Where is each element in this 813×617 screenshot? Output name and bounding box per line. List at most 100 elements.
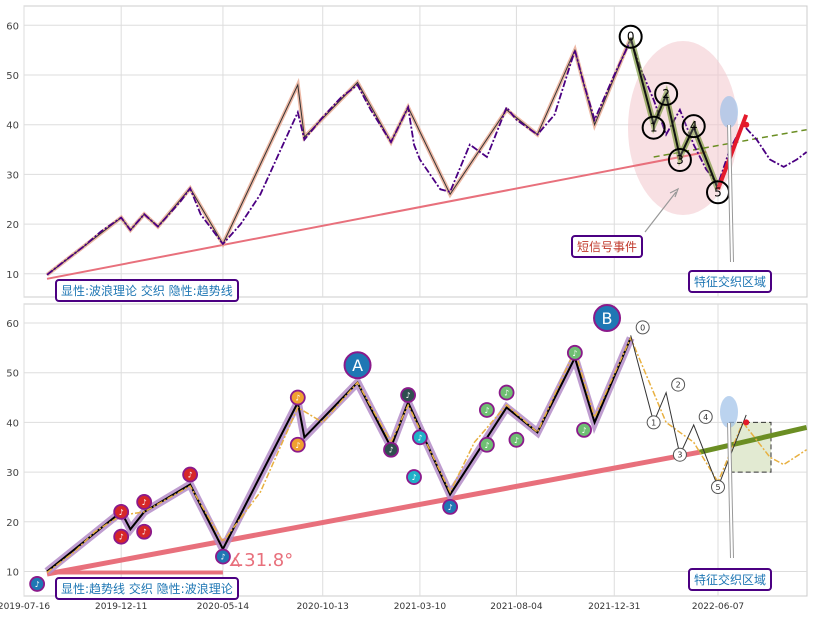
bottom-legend-box: 显性:趋势线 交织 隐性:波浪理论 [55,577,239,600]
bottom-green-trend [699,424,808,455]
big-marker-label-a: A [352,356,363,375]
bottom-plot-frame [23,303,808,597]
top-wave-point-marker [654,81,679,106]
big-marker-a [343,351,372,380]
bottom-pivot-marker [406,469,422,485]
bottom-pivot-marker [113,528,130,545]
bottom-pivot-marker-glyph: ♪ [572,349,577,358]
bottom-pivot-marker-glyph: ♪ [504,389,509,398]
x-tick-label: 2019-12-11 [95,602,147,612]
bottom-price-line [46,336,808,574]
bottom-pivot-marker-glyph: ♪ [188,471,193,480]
top-wave-line [629,37,719,190]
top-wave-point-marker [641,115,666,140]
top-wave-point-label: 4 [690,119,698,133]
big-marker-label-b: B [602,309,613,328]
bottom-y-tick-label: 40 [6,418,19,429]
bottom-pivot-marker-glyph: ♪ [484,406,489,415]
bottom-feature-highlight [720,396,738,428]
bottom-pivot-marker [289,436,306,453]
bottom-pivot-marker-glyph: ♪ [406,391,411,400]
bottom-feature-zone [728,421,772,473]
bottom-pivot-marker [576,421,592,438]
bottom-pivot-marker [508,431,525,448]
bottom-pivot-marker-glyph: ♪ [142,498,147,507]
x-tick-label: 2020-05-14 [197,602,250,612]
bottom-y-tick-label: 50 [6,369,19,380]
bottom-pivot-marker [412,429,428,446]
bottom-pivot-marker [478,402,495,418]
bottom-pivot-marker [566,344,583,361]
top-wave-point-label: 1 [650,121,658,135]
bottom-pivot-marker-glyph: ♪ [388,446,393,455]
bottom-pivot-marker-glyph: ♪ [220,553,225,562]
bottom-pivot-marker [182,466,199,483]
x-tick-label: 2022-06-07 [692,602,744,612]
bottom-pivot-marker-glyph: ♪ [582,426,587,435]
bottom-pivot-marker-glyph: ♪ [411,473,416,482]
bottom-y-tick-label: 10 [6,568,19,579]
bottom-pivot-marker-glyph: ♪ [448,503,453,512]
bottom-pivot-marker-glyph: ♪ [142,528,147,537]
top-wave-point-label: 0 [627,30,635,44]
bottom-pivot-marker [289,389,306,406]
bottom-feature-arrow-inner [728,422,733,559]
x-tick-label: 2021-08-04 [490,602,543,612]
top-wave-final-leg [716,114,749,191]
bottom-wave-point-label: 2 [676,381,681,390]
bottom-wave-point-marker [646,415,661,430]
top-wave-point-label: 5 [714,185,722,199]
top-trendline [46,151,707,280]
top-price-line [46,37,808,276]
top-y-tick-label: 20 [6,220,19,231]
bottom-pivot-marker-glyph: ♪ [119,508,124,517]
bottom-pivot-marker [383,441,399,458]
bottom-wave-point-label: 4 [703,413,708,422]
bottom-trendline [46,449,701,577]
bottom-pivot-marker [400,387,416,403]
bottom-wave-point-marker [698,409,713,424]
top-wave-point-label: 2 [662,87,670,101]
bottom-y-tick-label: 30 [6,468,19,479]
top-y-tick-label: 60 [6,21,19,32]
angle-label: ∡31.8° [228,550,293,571]
top-feature-highlight [720,96,738,128]
top-y-tick-label: 50 [6,71,19,82]
bottom-wave-point-label: 5 [715,483,720,492]
x-tick-label: 2021-12-31 [588,602,640,612]
bottom-y-tick-label: 20 [6,518,19,529]
top-wave-point-label: 3 [676,153,684,167]
x-tick-label: 2019-07-16 [0,602,50,612]
bottom-wave-point-marker [635,320,650,335]
bottom-pivot-marker [478,436,495,453]
bottom-pivot-marker [136,523,153,540]
big-marker-b [593,304,622,333]
bottom-wave-point-label: 0 [640,323,645,332]
bottom-wave-point-marker [711,480,725,495]
bottom-wave-point-marker [671,377,686,392]
bottom-pivot-marker [498,384,515,401]
bottom-feature-zone-callout: 特征交织区域 [688,568,773,591]
top-legend-box: 显性:波浪理论 交织 隐性:趋势线 [55,279,239,302]
short-signal-arrow [644,187,680,233]
bottom-pivot-marker-glyph: ♪ [484,441,489,450]
bottom-y-tick-label: 60 [6,319,19,330]
x-tick-label: 2021-03-10 [394,602,447,612]
top-wave-point-marker [618,24,643,49]
bottom-pivot-marker-glyph: ♪ [514,436,519,445]
bottom-signal-dot [743,419,750,426]
top-feature-zone-callout: 特征交织区域 [688,270,773,293]
short-signal-callout: 短信号事件 [571,235,644,258]
top-y-tick-label: 40 [6,121,19,132]
top-wave-point-marker [681,114,706,139]
bottom-pivot-marker [29,576,46,592]
top-y-tick-label: 30 [6,170,19,181]
bottom-pivot-marker [136,494,153,510]
bottom-wave-point-label: 3 [677,451,682,460]
bottom-pivot-marker-glyph: ♪ [417,433,422,442]
bottom-pivot-marker [215,548,231,565]
bottom-pivot-marker-glyph: ♪ [295,394,300,403]
bottom-pivot-marker [113,503,130,520]
